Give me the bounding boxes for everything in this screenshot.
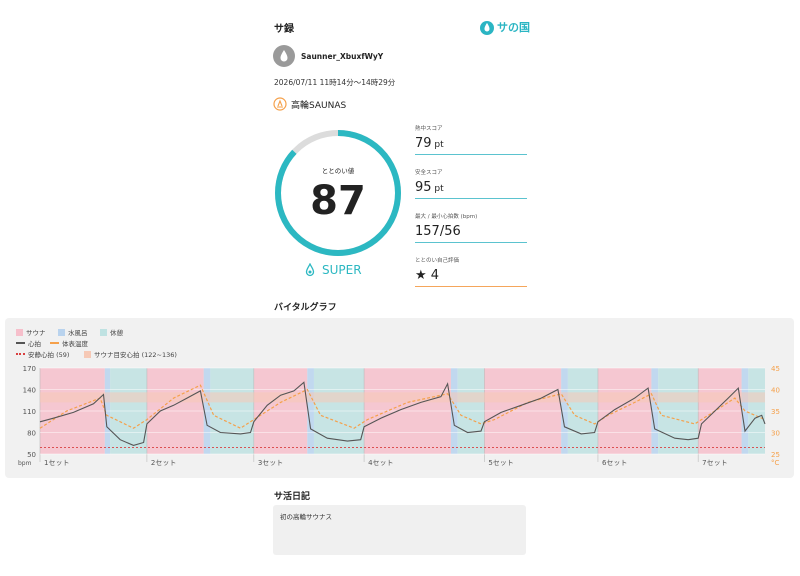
legend-rest-label: 休憩: [110, 329, 123, 337]
vital-chart: 1セット 2セット 3セット 4セット 5セット 6セット 7セット 170 140 110 80 5…: [18, 365, 780, 467]
legend-target-hr-label: サウナ目安心拍 (122~136): [94, 351, 177, 359]
totonoi-label: ととのい値: [321, 167, 355, 175]
stat-value: ★ 4: [415, 268, 440, 283]
legend-sauna-label: サウナ: [26, 329, 46, 337]
y-tick-right: 30: [771, 430, 780, 438]
set-label: 7セット: [702, 459, 727, 467]
totonoi-value: 87: [310, 178, 366, 224]
brand-logo[interactable]: サの国: [479, 18, 530, 36]
legend-temp: 体表温度: [50, 338, 88, 348]
set-label: 6セット: [602, 459, 627, 467]
heart-rate-line: [39, 381, 766, 446]
y-tick-left: 80: [27, 430, 36, 438]
brand-logo-text: サの国: [497, 21, 530, 34]
stat-label: 最大 / 最小心拍数 (bpm): [415, 214, 478, 220]
stat-label: 熱中スコア: [415, 126, 443, 132]
legend-rest: 休憩: [100, 327, 123, 337]
legend-water: 水風呂: [58, 327, 88, 337]
stat-divider: [415, 198, 527, 199]
legend-resting-hr: 安静心拍 (59): [16, 349, 69, 359]
stat-divider: [415, 242, 527, 243]
y-tick-right: 40: [771, 387, 780, 395]
legend-water-label: 水風呂: [68, 329, 88, 337]
y-tick-left: 50: [27, 451, 36, 459]
legend-hr: 心拍: [16, 338, 41, 348]
diary-text: 初の高輪サウナス: [280, 513, 332, 521]
gauge-progress: [275, 130, 401, 256]
username: Saunner_XbuxfWyY: [301, 51, 384, 61]
grade-badge: SUPER: [303, 263, 362, 277]
y-tick-right: 25: [771, 451, 780, 459]
body-temp-line: [39, 384, 766, 429]
steam-drop-icon: [305, 263, 315, 277]
stat-label: ととのい自己評価: [415, 258, 459, 264]
drop-avatar-icon: [280, 50, 288, 62]
legend-temp-label: 体表温度: [62, 340, 88, 348]
legend-resting-hr-label: 安静心拍 (59): [28, 351, 70, 359]
diary-title: サ活日記: [274, 492, 311, 502]
stat-heart-rate: 最大 / 最小心拍数 (bpm) 157/56: [415, 212, 527, 243]
totonoi-gauge: [275, 130, 401, 256]
grade-label: SUPER: [322, 263, 362, 277]
drop-logo-icon: [480, 21, 494, 35]
y-tick-left: 170: [23, 365, 36, 373]
y-tick-right: 35: [771, 408, 780, 416]
facility-pin-icon: [273, 97, 287, 111]
user-info[interactable]: Saunner_XbuxfWyY: [273, 45, 383, 67]
stat-divider: [415, 286, 527, 287]
set-label: 3セット: [258, 459, 283, 467]
y-tick-left: 110: [23, 408, 36, 416]
set-label: 4セット: [368, 459, 393, 467]
y-left-unit: bpm: [18, 460, 32, 467]
stat-self-rating: ととのい自己評価 ★ 4: [415, 256, 527, 287]
session-date: 2026/07/11 11時14分〜14時29分: [274, 78, 396, 87]
stat-value: 95: [415, 180, 432, 195]
stat-safety-score: 安全スコア 95 pt: [415, 168, 527, 199]
set-label: 2セット: [151, 459, 176, 467]
stat-divider: [415, 154, 527, 155]
facility-name: 高輪SAUNAS: [291, 100, 347, 111]
stat-value: 157/56: [415, 224, 461, 239]
legend-target-hr: サウナ目安心拍 (122~136): [84, 349, 177, 359]
legend-hr-label: 心拍: [28, 340, 41, 348]
vital-graph-title: バイタルグラフ: [274, 303, 337, 313]
stat-unit: pt: [431, 140, 444, 150]
stat-unit: pt: [431, 184, 444, 194]
diary-box: 初の高輪サウナス: [273, 505, 526, 555]
y-tick-left: 140: [23, 387, 36, 395]
avatar: [273, 45, 295, 67]
set-label: 1セット: [44, 459, 69, 467]
y-tick-right: 45: [771, 365, 780, 373]
set-label: 5セット: [488, 459, 513, 467]
legend-sauna: サウナ: [16, 327, 46, 337]
y-right-unit: °C: [771, 459, 780, 467]
stat-label: 安全スコア: [415, 170, 443, 176]
stat-heat-score: 熱中スコア 79 pt: [415, 124, 527, 155]
page-title: サ録: [274, 24, 294, 35]
facility-link[interactable]: 高輪SAUNAS: [273, 97, 346, 111]
stat-value: 79: [415, 136, 432, 151]
target-hr-band: [40, 392, 765, 403]
